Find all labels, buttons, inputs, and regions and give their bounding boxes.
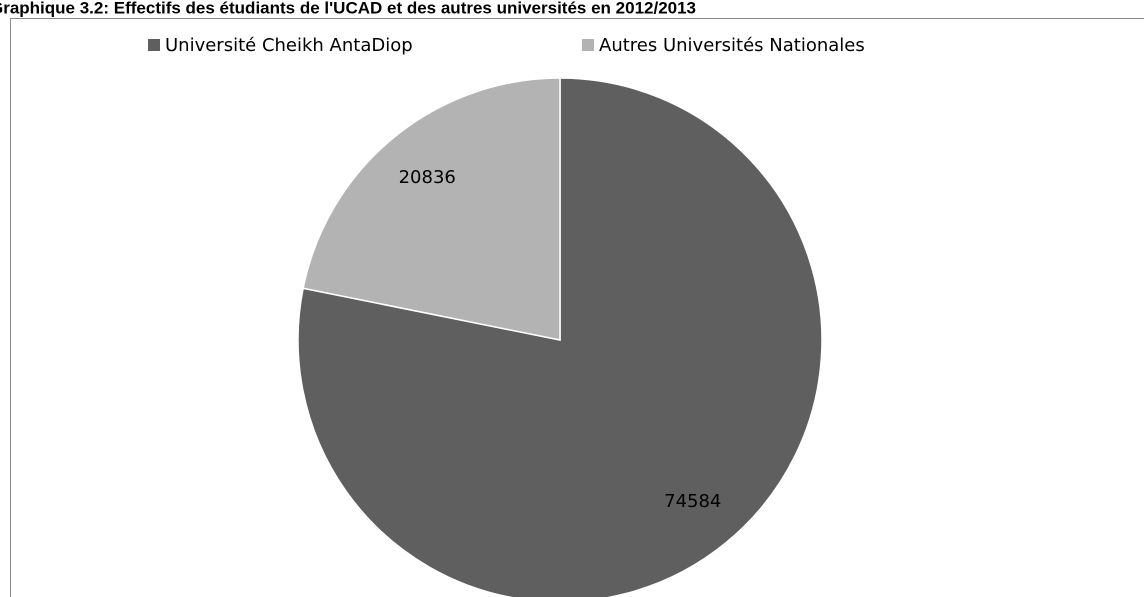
legend-swatch [148,39,160,51]
pie-slice [302,77,561,341]
chart-title: Graphique 3.2: Effectifs des étudiants d… [0,0,696,17]
chart-frame [10,18,1144,597]
legend-label: Université Cheikh AntaDiop [165,35,413,56]
legend-swatch [582,39,594,51]
data-label: 20836 [399,167,456,188]
pie-slice [297,77,823,597]
legend-label: Autres Universités Nationales [599,35,865,56]
data-label: 74584 [664,491,721,512]
